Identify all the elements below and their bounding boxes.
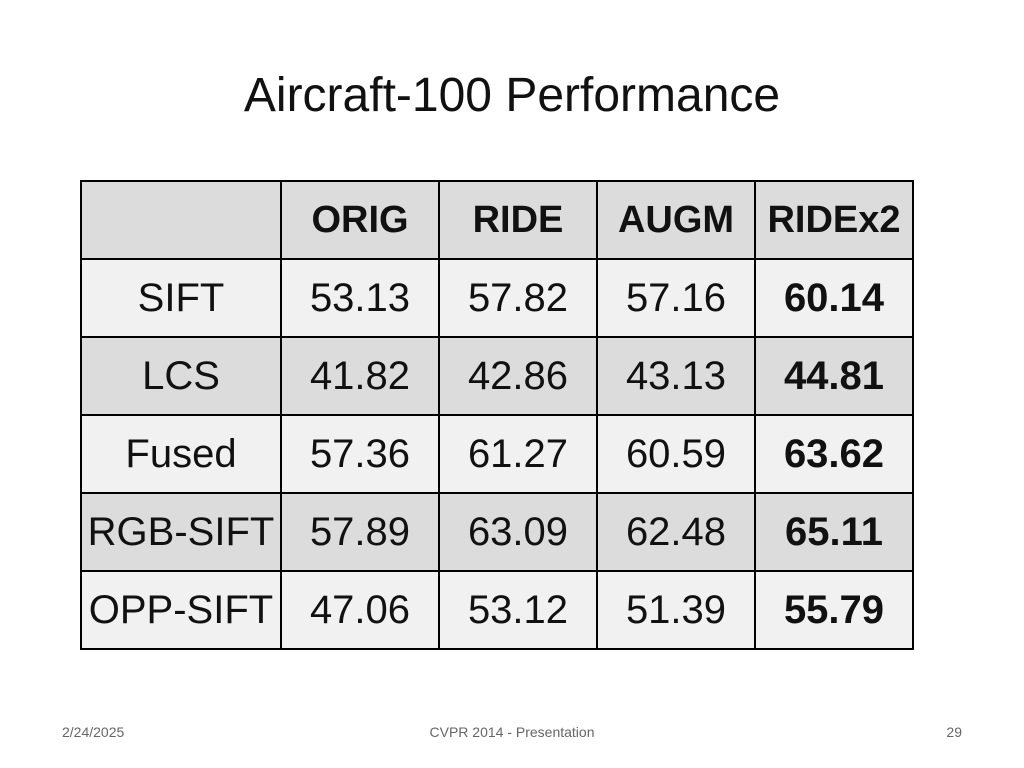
table-cell: 63.09 [438, 492, 598, 572]
table-header-row: ORIG RIDE AUGM RIDEx2 [80, 180, 914, 260]
slide-title: Aircraft-100 Performance [243, 69, 781, 122]
best-value-cell: 55.79 [754, 570, 914, 650]
best-value-cell: 44.81 [754, 336, 914, 416]
footer-date: 2/24/2025 [62, 724, 125, 740]
table-cell: 60.59 [596, 414, 756, 494]
header-cell-empty [80, 180, 282, 260]
header-cell-orig: ORIG [280, 180, 440, 260]
header-cell-ride: RIDE [438, 180, 598, 260]
table-cell: 47.06 [280, 570, 440, 650]
table-cell: 53.13 [280, 258, 440, 338]
table-row: Fused 57.36 61.27 60.59 63.62 [80, 414, 914, 494]
page-number: 29 [946, 724, 962, 740]
header-cell-ridex2: RIDEx2 [754, 180, 914, 260]
row-label: Fused [80, 414, 282, 494]
table-cell: 57.89 [280, 492, 440, 572]
header-cell-augm: AUGM [596, 180, 756, 260]
table-cell: 57.82 [438, 258, 598, 338]
table-row: RGB-SIFT 57.89 63.09 62.48 65.11 [80, 492, 914, 572]
table-cell: 57.16 [596, 258, 756, 338]
table-cell: 51.39 [596, 570, 756, 650]
table-cell: 61.27 [438, 414, 598, 494]
table-cell: 53.12 [438, 570, 598, 650]
best-value-cell: 65.11 [754, 492, 914, 572]
table-cell: 57.36 [280, 414, 440, 494]
table-row: SIFT 53.13 57.82 57.16 60.14 [80, 258, 914, 338]
table-row: OPP-SIFT 47.06 53.12 51.39 55.79 [80, 570, 914, 650]
table-row: LCS 41.82 42.86 43.13 44.81 [80, 336, 914, 416]
row-label: RGB-SIFT [80, 492, 282, 572]
table-cell: 41.82 [280, 336, 440, 416]
performance-table: ORIG RIDE AUGM RIDEx2 SIFT 53.13 57.82 5… [80, 180, 914, 650]
table-cell: 62.48 [596, 492, 756, 572]
best-value-cell: 63.62 [754, 414, 914, 494]
best-value-cell: 60.14 [754, 258, 914, 338]
table-cell: 43.13 [596, 336, 756, 416]
row-label: OPP-SIFT [80, 570, 282, 650]
table-cell: 42.86 [438, 336, 598, 416]
row-label: LCS [80, 336, 282, 416]
row-label: SIFT [80, 258, 282, 338]
footer-presentation-label: CVPR 2014 - Presentation [429, 724, 595, 740]
